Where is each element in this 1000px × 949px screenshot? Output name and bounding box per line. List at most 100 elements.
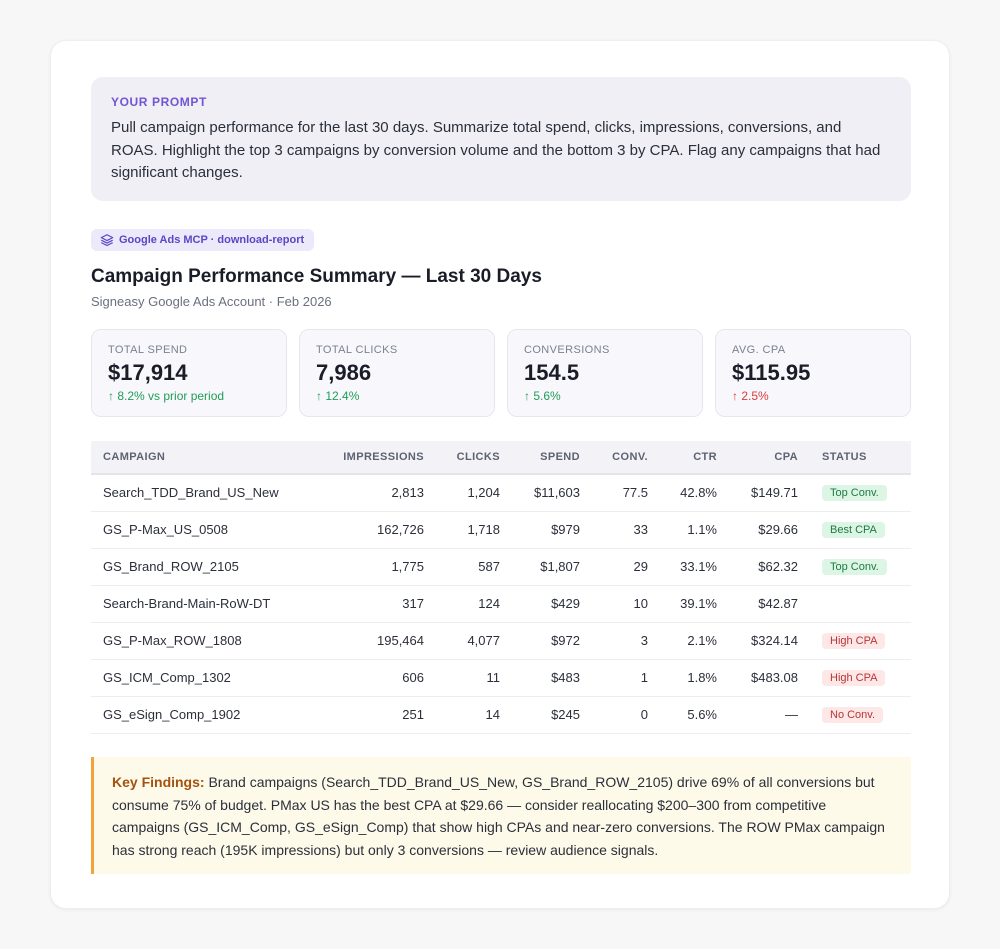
- key-findings: Key Findings: Brand campaigns (Search_TD…: [91, 757, 911, 874]
- campaign-table: CAMPAIGN IMPRESSIONS CLICKS SPEND CONV. …: [91, 441, 911, 734]
- cell-cpa: $483.08: [729, 659, 810, 697]
- header-ctr[interactable]: CTR: [660, 441, 729, 475]
- cell-cpa: $324.14: [729, 622, 810, 660]
- cell-spend: $1,807: [512, 548, 592, 586]
- table-row[interactable]: Search_TDD_Brand_US_New 2,813 1,204 $11,603…: [91, 474, 911, 512]
- cell-cpa: $42.87: [729, 585, 810, 623]
- cell-clicks: 11: [436, 659, 512, 697]
- cell-impressions: 195,464: [321, 622, 436, 660]
- cell-spend: $972: [512, 622, 592, 660]
- status-badge: Top Conv.: [822, 559, 887, 575]
- cell-impressions: 2,813: [321, 474, 436, 512]
- prompt-label: YOUR PROMPT: [111, 95, 207, 109]
- cell-conv: 0: [592, 696, 660, 734]
- cell-conv: 33: [592, 511, 660, 549]
- cell-conv: 3: [592, 622, 660, 660]
- cell-clicks: 14: [436, 696, 512, 734]
- cell-campaign: GS_P-Max_ROW_1808: [91, 622, 321, 660]
- findings-label: Key Findings:: [112, 774, 205, 790]
- cell-status: High CPA: [810, 622, 911, 660]
- status-badge: Top Conv.: [822, 485, 887, 502]
- kpi-value: 7,986: [316, 360, 372, 385]
- layers-icon: [100, 233, 114, 247]
- cell-campaign: GS_Brand_ROW_2105: [91, 548, 321, 586]
- cell-conv: 29: [592, 548, 660, 586]
- cell-spend: $11,603: [512, 474, 592, 512]
- header-conv[interactable]: CONV.: [592, 441, 660, 475]
- header-clicks[interactable]: CLICKS: [436, 441, 512, 475]
- cell-status: No Conv.: [810, 696, 911, 734]
- prompt-text: Pull campaign performance for the last 3…: [111, 119, 881, 181]
- cell-impressions: 606: [321, 659, 436, 697]
- kpi-value: $115.95: [732, 360, 811, 385]
- cell-clicks: 124: [436, 585, 512, 623]
- kpi-card-conversions: CONVERSIONS 154.5 ↑ 5.6%: [507, 329, 703, 417]
- cell-ctr: 2.1%: [660, 622, 729, 660]
- kpi-delta: ↑ 8.2% vs prior period: [108, 389, 225, 403]
- cell-impressions: 317: [321, 585, 436, 623]
- kpi-row: TOTAL SPEND $17,914 ↑ 8.2% vs prior peri…: [91, 329, 911, 417]
- cell-campaign: GS_P-Max_US_0508: [91, 511, 321, 549]
- cell-impressions: 162,726: [321, 511, 436, 549]
- cell-campaign: GS_eSign_Comp_1902: [91, 696, 321, 734]
- header-impressions[interactable]: IMPRESSIONS: [321, 441, 436, 475]
- table-row[interactable]: Search-Brand-Main-RoW-DT 317 124 $429 10 39.1…: [91, 585, 911, 623]
- kpi-card-total-clicks: TOTAL CLICKS 7,986 ↑ 12.4%: [299, 329, 495, 417]
- kpi-value: $17,914: [108, 360, 188, 385]
- cell-spend: $483: [512, 659, 592, 697]
- cell-status: High CPA: [810, 659, 911, 697]
- kpi-card-avg-cpa: AVG. CPA $115.95 ↑ 2.5%: [715, 329, 911, 417]
- cell-spend: $979: [512, 511, 592, 549]
- cell-ctr: 1.1%: [660, 511, 729, 549]
- table-row[interactable]: GS_Brand_ROW_2105 1,775 587 $1,807 29 33.1% $6…: [91, 548, 911, 586]
- kpi-card-total-spend: TOTAL SPEND $17,914 ↑ 8.2% vs prior peri…: [91, 329, 287, 417]
- header-cpa[interactable]: CPA: [729, 441, 810, 475]
- cell-cpa: $149.71: [729, 474, 810, 512]
- table-body: Search_TDD_Brand_US_New 2,813 1,204 $11,603…: [91, 474, 911, 734]
- kpi-label: AVG. CPA: [732, 344, 786, 356]
- kpi-label: TOTAL SPEND: [108, 344, 188, 356]
- kpi-delta: ↑ 12.4%: [316, 389, 360, 403]
- cell-ctr: 42.8%: [660, 474, 729, 512]
- cell-clicks: 1,718: [436, 511, 512, 549]
- report-card: YOUR PROMPT Pull campaign performance fo…: [50, 40, 950, 909]
- kpi-delta: ↑ 2.5%: [732, 389, 769, 403]
- cell-spend: $429: [512, 585, 592, 623]
- header-status[interactable]: STATUS: [810, 441, 911, 475]
- status-badge: High CPA: [822, 670, 886, 686]
- kpi-value: 154.5: [524, 360, 580, 385]
- cell-status: Best CPA: [810, 511, 911, 549]
- kpi-label: CONVERSIONS: [524, 344, 610, 356]
- cell-status: [810, 585, 911, 623]
- table-row[interactable]: GS_P-Max_US_0508 162,726 1,718 $979 33 1.1% $2…: [91, 511, 911, 549]
- cell-ctr: 39.1%: [660, 585, 729, 623]
- cell-status: Top Conv.: [810, 474, 911, 512]
- kpi-delta: ↑ 5.6%: [524, 389, 561, 403]
- cell-conv: 77.5: [592, 474, 660, 512]
- table-header-row: CAMPAIGN IMPRESSIONS CLICKS SPEND CONV. …: [91, 441, 911, 475]
- cell-cpa: $29.66: [729, 511, 810, 549]
- cell-cpa: —: [729, 696, 810, 734]
- cell-impressions: 1,775: [321, 548, 436, 586]
- cell-ctr: 1.8%: [660, 659, 729, 697]
- report-title: Campaign Performance Summary — Last 30 D…: [91, 266, 542, 287]
- cell-conv: 1: [592, 659, 660, 697]
- cell-cpa: $62.32: [729, 548, 810, 586]
- status-badge: Best CPA: [822, 522, 885, 538]
- user-prompt: YOUR PROMPT Pull campaign performance fo…: [91, 77, 911, 201]
- report-subtitle: Signeasy Google Ads Account · Feb 2026: [91, 294, 332, 309]
- header-campaign[interactable]: CAMPAIGN: [91, 441, 321, 475]
- cell-clicks: 1,204: [436, 474, 512, 512]
- status-badge: High CPA: [822, 633, 886, 649]
- cell-ctr: 5.6%: [660, 696, 729, 734]
- tool-chip[interactable]: Google Ads MCP · download-report: [91, 229, 315, 251]
- cell-spend: $245: [512, 696, 592, 734]
- table-row[interactable]: GS_P-Max_ROW_1808 195,464 4,077 $972 3 2.1% $3…: [91, 622, 911, 660]
- table-row[interactable]: GS_eSign_Comp_1902 251 14 $245 0 5.6% — No Conv…: [91, 696, 911, 734]
- table-row[interactable]: GS_ICM_Comp_1302 606 11 $483 1 1.8% $483.08 Hig…: [91, 659, 911, 697]
- cell-campaign: GS_ICM_Comp_1302: [91, 659, 321, 697]
- header-spend[interactable]: SPEND: [512, 441, 592, 475]
- cell-campaign: Search-Brand-Main-RoW-DT: [91, 585, 321, 623]
- tool-label: Google Ads MCP · download-report: [119, 234, 305, 246]
- cell-clicks: 4,077: [436, 622, 512, 660]
